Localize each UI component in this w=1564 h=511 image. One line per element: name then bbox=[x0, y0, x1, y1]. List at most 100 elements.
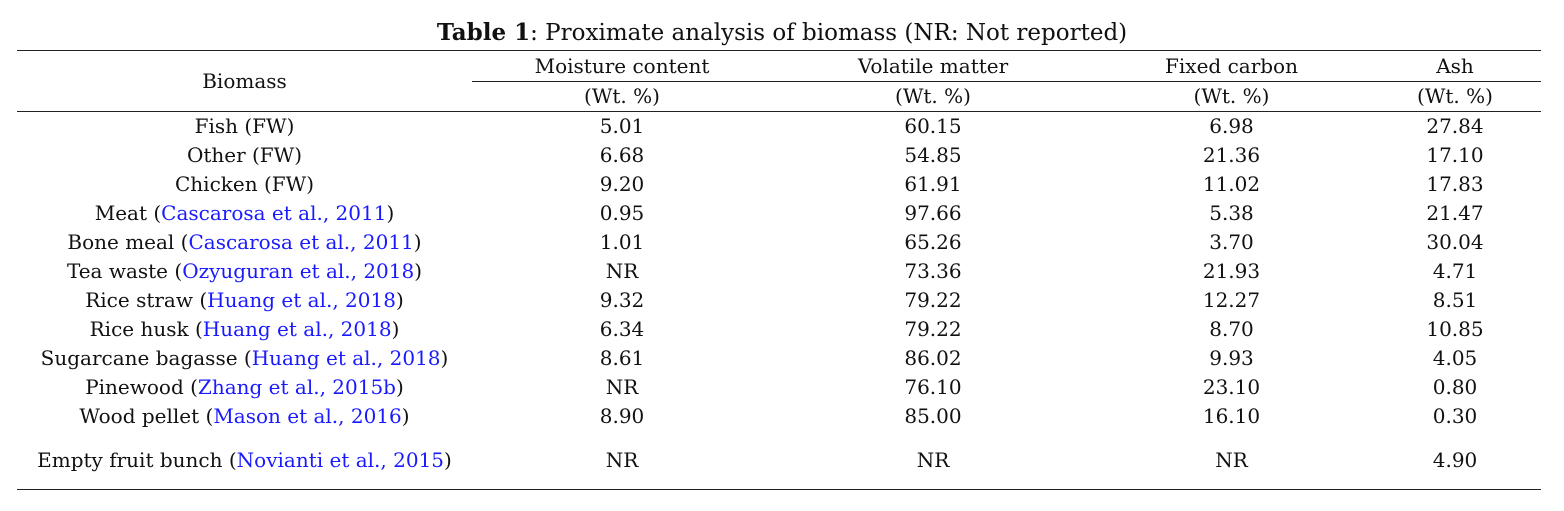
proximate-analysis-table: Biomass Moisture content Volatile matter… bbox=[17, 50, 1541, 490]
biomass-name-suffix: ) bbox=[391, 317, 400, 341]
cell-fixed-carbon: 8.70 bbox=[1209, 317, 1254, 341]
cell-moisture-content: 9.20 bbox=[599, 172, 645, 196]
cell-biomass: Fish (FW) bbox=[17, 112, 472, 142]
table-row: Chicken (FW) 9.20 61.91 11.02 17.83 bbox=[17, 170, 1541, 199]
cell-ash: 4.71 bbox=[1432, 259, 1478, 283]
biomass-name: Empty fruit bunch ( bbox=[37, 448, 237, 472]
table-row: Fish (FW) 5.01 60.15 6.98 27.84 bbox=[17, 112, 1541, 142]
cell-volatile-matter: 73.36 bbox=[904, 259, 962, 283]
citation-link[interactable]: Huang et al., 2018 bbox=[202, 317, 392, 341]
cell-ash: 10.85 bbox=[1426, 317, 1484, 341]
cell-ash: 17.10 bbox=[1426, 143, 1484, 167]
unit-volatile-matter: (Wt. %) bbox=[772, 81, 1094, 112]
cell-biomass: Meat (Cascarosa et al., 2011) bbox=[17, 199, 472, 228]
citation-link[interactable]: Mason et al., 2016 bbox=[213, 404, 402, 428]
cell-fixed-carbon: 5.38 bbox=[1209, 201, 1254, 225]
cell-volatile-matter: 79.22 bbox=[904, 317, 962, 341]
table-body: Fish (FW) 5.01 60.15 6.98 27.84 Other (FW) 6.6… bbox=[17, 112, 1541, 490]
biomass-name-suffix: ) bbox=[444, 448, 452, 472]
cell-volatile-matter: 86.02 bbox=[904, 346, 962, 370]
biomass-name-suffix: ) bbox=[396, 375, 404, 399]
biomass-name-suffix: ) bbox=[414, 259, 423, 283]
cell-volatile-matter: 85.00 bbox=[904, 404, 962, 428]
cell-ash: 30.04 bbox=[1426, 230, 1484, 254]
cell-volatile-matter: 54.85 bbox=[904, 143, 962, 167]
cell-fixed-carbon: 6.98 bbox=[1209, 114, 1254, 138]
table-row: Bone meal (Cascarosa et al., 2011) 1.01 65… bbox=[17, 228, 1541, 257]
biomass-name-suffix: ) bbox=[413, 230, 422, 254]
cell-fixed-carbon: 11.02 bbox=[1202, 172, 1261, 196]
biomass-name: Bone meal ( bbox=[67, 230, 189, 254]
biomass-name-suffix: ) bbox=[395, 288, 404, 312]
citation-link[interactable]: Zhang et al., 2015b bbox=[197, 375, 396, 399]
cell-fixed-carbon: 3.70 bbox=[1209, 230, 1254, 254]
table-row: Wood pellet (Mason et al., 2016) 8.90 85.0… bbox=[17, 402, 1541, 431]
cell-moisture-content: 6.34 bbox=[599, 317, 645, 341]
table-row: Sugarcane bagasse (Huang et al., 2018) 8.… bbox=[17, 344, 1541, 373]
table-row: Other (FW) 6.68 54.85 21.36 17.10 bbox=[17, 141, 1541, 170]
cell-ash: 21.47 bbox=[1426, 201, 1484, 225]
cell-moisture-content: NR bbox=[605, 375, 639, 399]
header-ash: Ash bbox=[1369, 50, 1541, 82]
header-biomass: Biomass bbox=[17, 50, 472, 112]
table-row: Empty fruit bunch (Novianti et al., 2015… bbox=[17, 431, 1541, 490]
cell-fixed-carbon: NR bbox=[1094, 431, 1369, 490]
cell-moisture-content: 8.90 bbox=[599, 404, 645, 428]
cell-moisture-content: 1.01 bbox=[599, 230, 645, 254]
cell-volatile-matter: 76.10 bbox=[904, 375, 962, 399]
cell-biomass: Empty fruit bunch (Novianti et al., 2015… bbox=[17, 431, 472, 490]
biomass-name-suffix: ) bbox=[386, 201, 395, 225]
cell-volatile-matter: 60.15 bbox=[904, 114, 962, 138]
header-row-names: Biomass Moisture content Volatile matter… bbox=[17, 50, 1541, 112]
table-header: Biomass Moisture content Volatile matter… bbox=[17, 50, 1541, 112]
biomass-name: Sugarcane bagasse ( bbox=[40, 346, 252, 370]
header-row-units: (Wt. %) (Wt. %) (Wt. %) (Wt. %) bbox=[17, 81, 1541, 112]
biomass-name: Rice husk ( bbox=[89, 317, 203, 341]
cell-fixed-carbon: 9.93 bbox=[1209, 346, 1254, 370]
cell-volatile-matter: NR bbox=[772, 431, 1094, 490]
unit-ash: (Wt. %) bbox=[1369, 81, 1541, 112]
biomass-name: Wood pellet ( bbox=[79, 404, 214, 428]
table-caption-text: : Proximate analysis of biomass (NR: Not… bbox=[530, 20, 1128, 46]
table-caption: Table 1: Proximate analysis of biomass (… bbox=[0, 18, 1564, 48]
cell-moisture-content: 9.32 bbox=[599, 288, 645, 312]
cell-biomass: Bone meal (Cascarosa et al., 2011) bbox=[17, 228, 472, 257]
cell-ash: 17.83 bbox=[1426, 172, 1484, 196]
cell-biomass: Wood pellet (Mason et al., 2016) bbox=[17, 402, 472, 431]
cell-biomass: Other (FW) bbox=[17, 141, 472, 170]
cell-biomass: Tea waste (Ozyuguran et al., 2018) bbox=[17, 257, 472, 286]
unit-fixed-carbon: (Wt. %) bbox=[1094, 81, 1369, 112]
cell-moisture-content: 5.01 bbox=[599, 114, 645, 138]
biomass-name: Rice straw ( bbox=[85, 288, 208, 312]
cell-moisture-content: 8.61 bbox=[599, 346, 645, 370]
cell-ash: 4.90 bbox=[1369, 431, 1541, 490]
cell-volatile-matter: 97.66 bbox=[904, 201, 962, 225]
cell-fixed-carbon: 16.10 bbox=[1202, 404, 1261, 428]
cell-ash: 0.80 bbox=[1432, 375, 1478, 399]
cell-biomass: Rice straw (Huang et al., 2018) bbox=[17, 286, 472, 315]
biomass-name: Other (FW) bbox=[186, 143, 303, 167]
citation-link[interactable]: Huang et al., 2018 bbox=[251, 346, 441, 370]
table-row: Rice husk (Huang et al., 2018) 6.34 79.22 8… bbox=[17, 315, 1541, 344]
biomass-name: Pinewood ( bbox=[85, 375, 198, 399]
citation-link[interactable]: Ozyuguran et al., 2018 bbox=[182, 259, 415, 283]
biomass-name-suffix: ) bbox=[401, 404, 410, 428]
cell-fixed-carbon: 23.10 bbox=[1202, 375, 1261, 399]
biomass-name-suffix: ) bbox=[440, 346, 449, 370]
header-moisture-content: Moisture content bbox=[472, 50, 772, 82]
biomass-name: Tea waste ( bbox=[66, 259, 183, 283]
cell-fixed-carbon: 21.93 bbox=[1202, 259, 1261, 283]
cell-ash: 8.51 bbox=[1432, 288, 1478, 312]
citation-link[interactable]: Cascarosa et al., 2011 bbox=[161, 201, 387, 225]
unit-moisture-content: (Wt. %) bbox=[472, 81, 772, 112]
biomass-name: Meat ( bbox=[94, 201, 162, 225]
table-caption-label: Table 1 bbox=[436, 19, 531, 46]
cell-volatile-matter: 79.22 bbox=[904, 288, 962, 312]
citation-link[interactable]: Huang et al., 2018 bbox=[207, 288, 396, 312]
citation-link[interactable]: Novianti et al., 2015 bbox=[236, 448, 445, 472]
cell-fixed-carbon: 21.36 bbox=[1202, 143, 1261, 167]
biomass-name: Chicken (FW) bbox=[174, 172, 314, 196]
cell-ash: 4.05 bbox=[1432, 346, 1478, 370]
citation-link[interactable]: Cascarosa et al., 2011 bbox=[188, 230, 414, 254]
